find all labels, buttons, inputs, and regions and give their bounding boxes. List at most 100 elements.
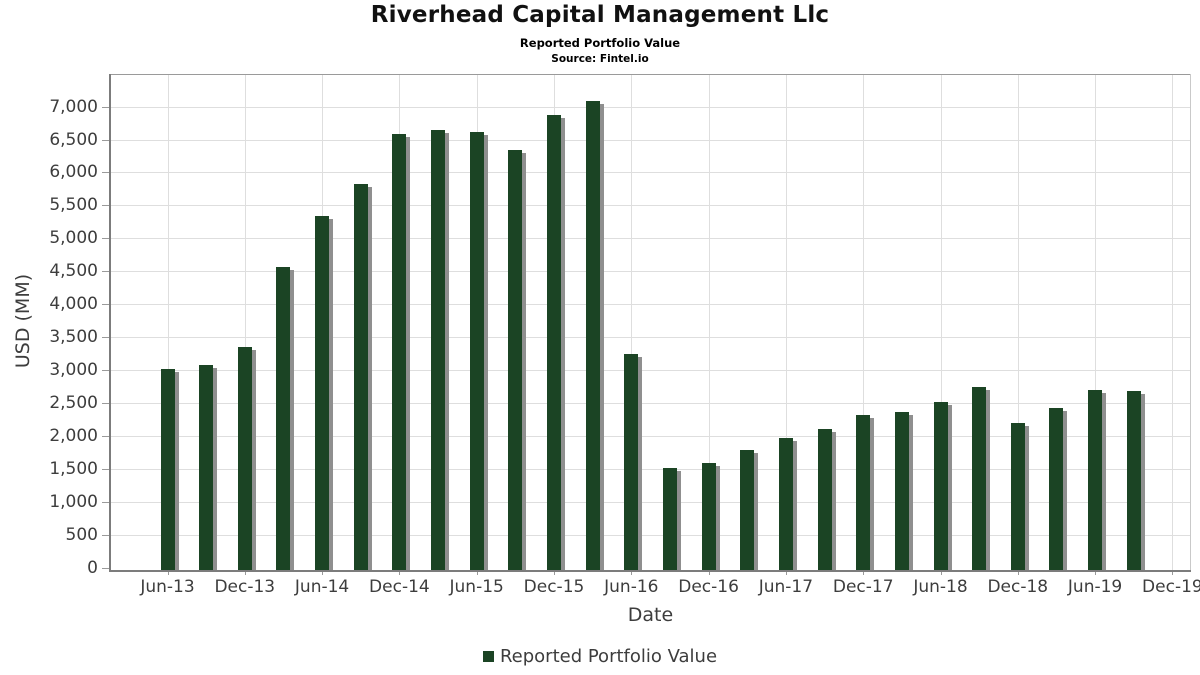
bar: [237, 346, 252, 570]
y-tick-label: 500: [65, 524, 98, 545]
x-tick-mark: [167, 570, 169, 575]
x-axis-line: [109, 570, 1191, 572]
h-gridline: [111, 304, 1190, 306]
bar: [972, 387, 987, 570]
bar: [392, 133, 407, 570]
y-tick-label: 5,500: [49, 195, 98, 216]
v-gridline: [1172, 75, 1174, 570]
y-tick-label: 3,500: [49, 327, 98, 348]
y-tick-label: 1,500: [49, 458, 98, 479]
x-tick-label: Jun-19: [1067, 577, 1123, 597]
x-tick-mark: [708, 570, 710, 575]
h-gridline: [111, 402, 1190, 404]
y-tick-label: 4,500: [49, 261, 98, 282]
v-gridline: [631, 75, 633, 570]
y-tick-mark: [102, 402, 109, 404]
bar: [585, 100, 600, 570]
v-gridline: [1017, 75, 1019, 570]
bar: [469, 131, 484, 570]
bar: [778, 437, 793, 570]
y-axis-title: USD (MM): [12, 273, 34, 369]
v-gridline: [785, 75, 787, 570]
bar: [740, 450, 755, 570]
x-tick-mark: [1095, 570, 1097, 575]
x-tick-mark: [554, 570, 555, 575]
bar: [276, 267, 291, 570]
bar: [508, 150, 523, 570]
bar: [1126, 391, 1141, 570]
y-tick-mark: [102, 369, 109, 371]
chart-title: Riverhead Capital Management Llc: [370, 2, 830, 28]
y-tick-mark: [102, 139, 109, 141]
v-gridline: [708, 75, 710, 570]
h-gridline: [111, 468, 1190, 470]
bar: [547, 114, 561, 570]
legend-swatch-icon: [482, 651, 494, 662]
x-tick-mark: [399, 570, 401, 575]
x-tick-label: Jun-14: [294, 577, 350, 597]
x-tick-label: Dec-18: [987, 577, 1049, 597]
y-tick-label: 2,500: [49, 392, 98, 413]
h-gridline: [111, 106, 1190, 108]
x-tick-label: Jun-18: [913, 577, 968, 597]
bar: [1049, 407, 1064, 570]
legend: Reported Portfolio Value: [0, 646, 1200, 667]
x-tick-label: Jun-17: [758, 577, 814, 597]
bar: [160, 369, 175, 570]
y-tick-mark: [102, 534, 109, 536]
bar: [315, 215, 330, 570]
bar: [431, 130, 446, 570]
h-gridline: [111, 369, 1190, 371]
x-tick-mark: [322, 570, 324, 575]
y-axis-line: [109, 74, 111, 572]
y-tick-label: 3,000: [49, 359, 98, 380]
y-tick-label: 6,000: [49, 162, 98, 183]
x-tick-mark: [1172, 570, 1174, 575]
h-gridline: [111, 435, 1190, 437]
x-tick-mark: [785, 570, 787, 575]
x-axis-title: Date: [627, 604, 674, 626]
bar: [662, 468, 677, 570]
x-tick-label: Dec-19: [1142, 577, 1200, 597]
y-tick-mark: [102, 337, 109, 339]
h-gridline: [111, 271, 1190, 273]
h-gridline: [111, 205, 1190, 207]
bar: [933, 402, 948, 570]
y-tick-mark: [102, 304, 109, 306]
chart-subtitle: Reported Portfolio Value: [519, 36, 681, 50]
y-tick-mark: [102, 238, 109, 240]
h-gridline: [111, 172, 1190, 174]
h-gridline: [111, 139, 1190, 141]
x-tick-label: Dec-15: [523, 577, 585, 597]
x-tick-label: Dec-13: [214, 577, 276, 597]
y-tick-label: 0: [87, 557, 98, 578]
x-tick-label: Dec-16: [678, 577, 739, 597]
plot-border-right: [1190, 74, 1191, 572]
y-tick-mark: [102, 106, 109, 108]
y-tick-label: 5,000: [49, 228, 98, 249]
x-tick-label: Jun-15: [449, 577, 504, 597]
x-tick-mark: [631, 570, 633, 575]
bar: [817, 429, 832, 570]
x-tick-mark: [244, 570, 246, 575]
x-tick-label: Dec-17: [832, 577, 894, 597]
legend-label: Reported Portfolio Value: [499, 646, 718, 667]
v-gridline: [1095, 75, 1097, 570]
bar: [894, 412, 909, 570]
bar: [199, 365, 214, 570]
y-tick-mark: [102, 567, 109, 569]
y-tick-label: 4,000: [49, 294, 98, 315]
h-gridline: [111, 238, 1190, 240]
v-gridline: [244, 75, 246, 570]
x-tick-mark: [940, 570, 942, 575]
y-tick-label: 2,000: [49, 425, 98, 446]
y-tick-label: 7,000: [49, 96, 98, 117]
v-gridline: [940, 75, 942, 570]
y-tick-label: 1,000: [49, 491, 98, 512]
chart-source: Source: Fintel.io: [551, 53, 649, 65]
h-gridline: [111, 534, 1190, 536]
h-gridline: [111, 337, 1190, 339]
y-tick-mark: [102, 501, 109, 503]
bar: [701, 462, 716, 570]
